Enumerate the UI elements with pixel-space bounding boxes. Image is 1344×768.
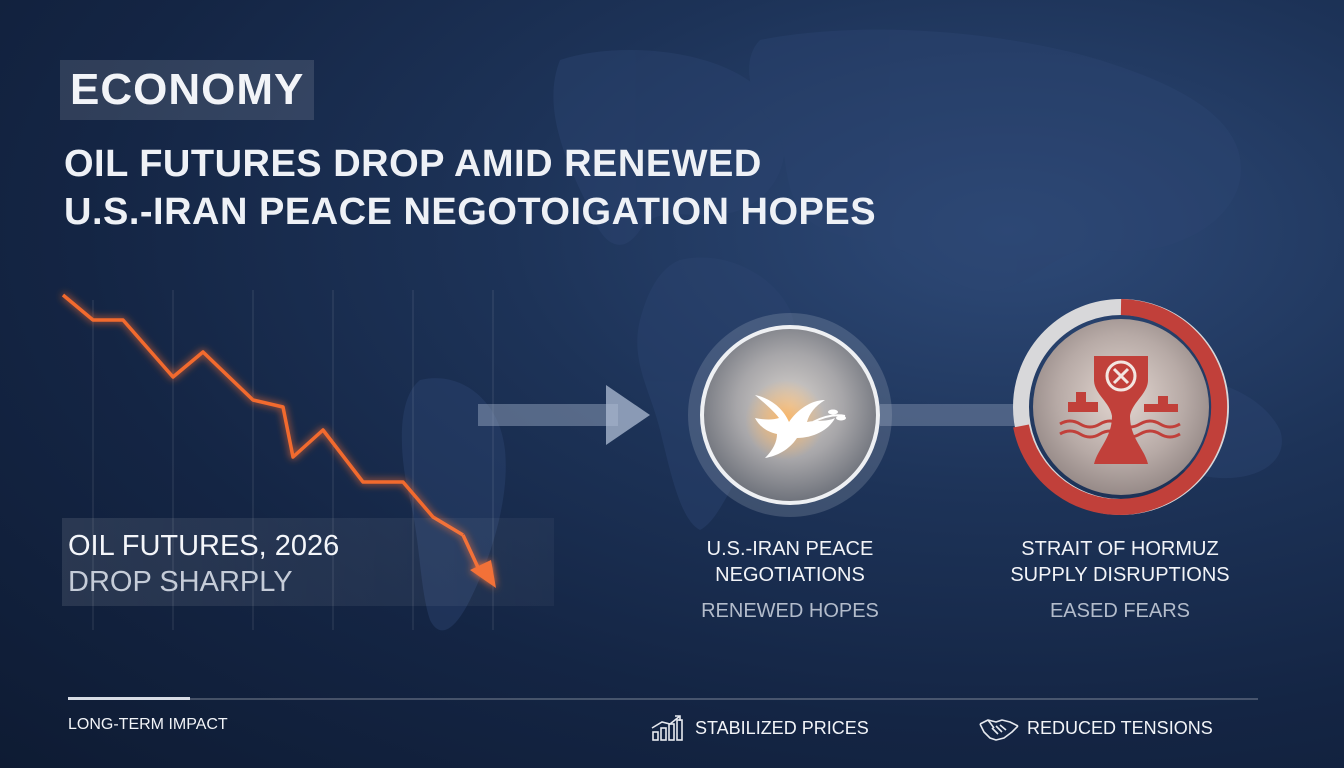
- oil-futures-chart: [61, 290, 496, 630]
- handshake-icon: [979, 719, 1019, 741]
- chart-subtitle: DROP SHARPLY: [68, 566, 293, 598]
- hormuz-caption-line-2: SUPPLY DISRUPTIONS: [1010, 564, 1230, 586]
- dove-icon: [755, 395, 835, 458]
- footer-divider: [68, 698, 1258, 700]
- strait-shipping-icon: [1059, 356, 1181, 464]
- section-tag: ECONOMY: [60, 60, 315, 120]
- chart-label-panel: [62, 518, 554, 606]
- chart-series-line: [61, 293, 464, 537]
- chart-trend-arrowhead: [470, 560, 496, 588]
- connector-bar: [880, 404, 1020, 426]
- hormuz-subcaption: EASED FEARS: [1049, 600, 1191, 622]
- stabilized-prices-label: STABILIZED PRICES: [695, 718, 869, 738]
- footer-label: LONG-TERM IMPACT: [68, 716, 228, 733]
- rising-bar-chart-icon: [651, 715, 683, 741]
- peace-caption-line-2: NEGOTIATIONS: [715, 564, 865, 586]
- peace-subcaption: RENEWED HOPES: [701, 600, 879, 622]
- footer-divider-accent: [68, 697, 190, 700]
- hormuz-caption-line-1: STRAIT OF HORMUZ: [1021, 538, 1219, 560]
- reduced-tensions-label: REDUCED TENSIONS: [1027, 718, 1213, 738]
- hormuz-disruption-badge: [1013, 299, 1229, 515]
- peace-caption-line-1: U.S.-IRAN PEACE: [706, 538, 874, 560]
- right-arrow-icon: [478, 385, 650, 445]
- headline-line-2: U.S.-IRAN PEACE NEGOTOIGATION HOPES: [64, 191, 877, 233]
- chart-title: OIL FUTURES, 2026: [68, 530, 340, 562]
- headline-line-1: OIL FUTURES DROP AMID RENEWED: [64, 143, 762, 185]
- peace-negotiations-badge: [688, 313, 892, 517]
